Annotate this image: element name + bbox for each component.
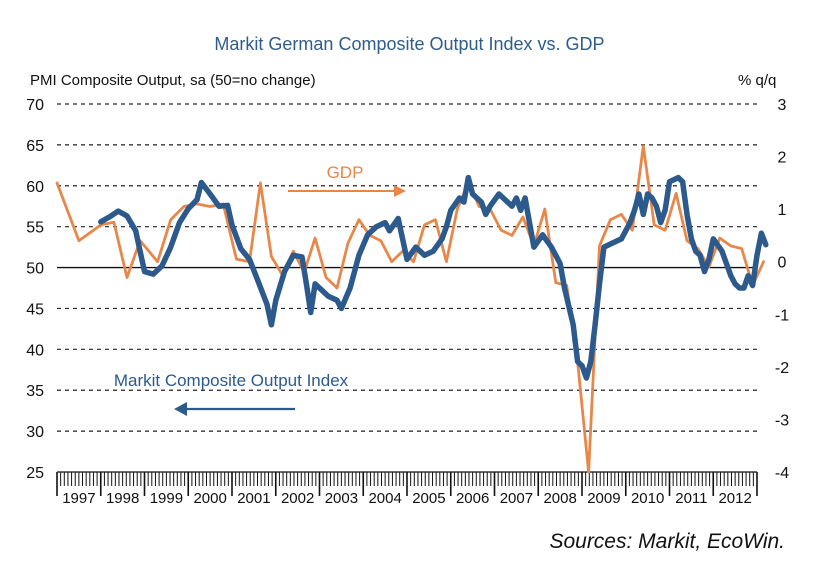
year-label: 2010 bbox=[631, 490, 664, 507]
left-tick-label: 40 bbox=[26, 342, 44, 359]
pmi-annotation-label: Markit Composite Output Index bbox=[114, 371, 349, 390]
year-label: 2001 bbox=[237, 490, 270, 507]
year-label: 1998 bbox=[106, 490, 139, 507]
left-tick-label: 35 bbox=[26, 383, 44, 400]
right-tick-label: 3 bbox=[778, 97, 787, 114]
right-axis-label: % q/q bbox=[738, 72, 776, 89]
series-group bbox=[55, 144, 769, 474]
right-tick-label: -1 bbox=[775, 307, 789, 324]
year-label: 2009 bbox=[587, 490, 620, 507]
right-tick-label: 2 bbox=[778, 150, 787, 167]
year-label: 2002 bbox=[281, 490, 314, 507]
left-tick-label: 70 bbox=[26, 97, 44, 114]
gdp-annotation-arrow-head bbox=[394, 185, 406, 197]
chart-title: Markit German Composite Output Index vs.… bbox=[214, 34, 605, 54]
left-tick-label: 65 bbox=[26, 138, 44, 155]
left-tick-label: 25 bbox=[26, 465, 44, 482]
year-label: 2012 bbox=[718, 490, 751, 507]
pmi-annotation-arrow-head bbox=[174, 402, 187, 416]
right-tick-label: -4 bbox=[775, 465, 789, 482]
right-tick-label: 1 bbox=[778, 202, 787, 219]
year-label: 2005 bbox=[412, 490, 445, 507]
year-label: 2007 bbox=[500, 490, 533, 507]
left-tick-label: 50 bbox=[26, 261, 44, 278]
left-axis-tick-labels: 25 30 35 40 45 50 55 60 65 70 bbox=[26, 97, 44, 482]
x-axis: 1997 1998 1999 2000 2001 2002 2003 2004 2005 2006… bbox=[56, 471, 758, 507]
year-label: 2008 bbox=[543, 490, 576, 507]
year-label: 1997 bbox=[62, 490, 95, 507]
left-tick-label: 60 bbox=[26, 179, 44, 196]
right-axis-tick-labels: -4 -3 -2 -1 0 1 2 3 bbox=[775, 97, 789, 482]
year-label: 2006 bbox=[456, 490, 489, 507]
left-tick-label: 45 bbox=[26, 301, 44, 318]
pmi-series-line bbox=[98, 174, 769, 381]
year-label: 1999 bbox=[150, 490, 183, 507]
year-label: 2000 bbox=[193, 490, 226, 507]
left-tick-label: 55 bbox=[26, 220, 44, 237]
right-tick-label: 0 bbox=[778, 255, 787, 272]
annotations-group: GDP Markit Composite Output Index bbox=[114, 163, 406, 416]
year-label: 2011 bbox=[675, 490, 707, 507]
left-axis-label: PMI Composite Output, sa (50=no change) bbox=[30, 72, 316, 89]
right-tick-label: -3 bbox=[775, 412, 789, 429]
gdp-series-line bbox=[55, 144, 765, 474]
year-label: 2003 bbox=[325, 490, 358, 507]
source-note: Sources: Markit, EcoWin. bbox=[549, 530, 785, 553]
year-label: 2004 bbox=[368, 490, 401, 507]
right-tick-label: -2 bbox=[775, 360, 789, 377]
left-tick-label: 30 bbox=[26, 424, 44, 441]
gdp-annotation-label: GDP bbox=[327, 163, 364, 182]
